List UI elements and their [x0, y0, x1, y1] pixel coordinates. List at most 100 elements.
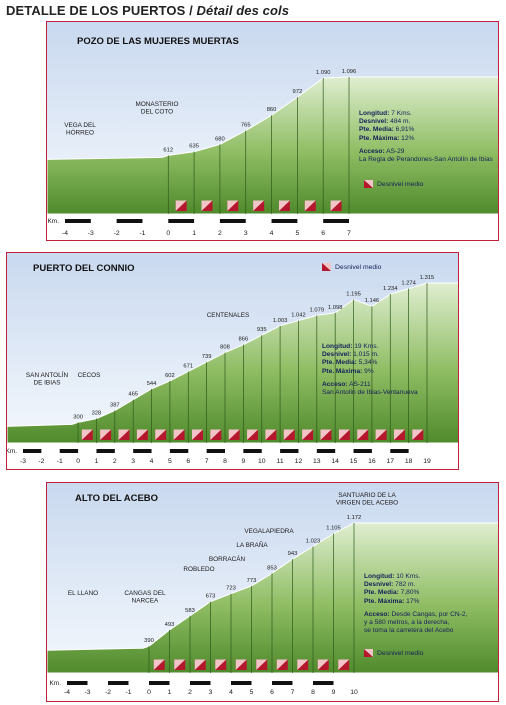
desnivel-marker-shade [227, 200, 239, 211]
info-maxima-label: Pte. Máxima: [359, 134, 400, 142]
elevation-label: 808 [220, 345, 230, 351]
info-longitud-value: 10 Kms. [396, 573, 421, 580]
page-subtitle: Détail des cols [196, 3, 290, 18]
desnivel-marker [297, 659, 309, 670]
km-tick-label: -3 [88, 230, 94, 237]
info-acceso-line2: y a 580 metros, a la derecha, [364, 619, 450, 627]
desnivel-marker [174, 659, 186, 670]
panel-title: PUERTO DEL CONNIO [33, 263, 135, 274]
info-maxima-value: 9% [364, 367, 374, 375]
elevation-label: 1.003 [273, 318, 288, 324]
km-tick-label: 10 [258, 458, 266, 465]
place-name: MONASTERIO [136, 101, 179, 108]
place-name: HÓRREO [66, 128, 94, 137]
km-tick-label: 4 [150, 458, 154, 465]
elevation-label: 1.234 [383, 286, 398, 292]
info-longitud-value: 7 Kms. [391, 110, 412, 117]
km-scale-segment [231, 681, 252, 685]
km-tick-label: 4 [270, 230, 274, 237]
info-longitud-label: Longitud: [359, 110, 390, 117]
km-axis-label: Km. [47, 218, 59, 225]
legend: Desnivel medio [322, 263, 381, 271]
info-acceso-value: AS-29 [386, 147, 405, 155]
km-scale-segment [313, 681, 334, 685]
info-maxima-value: 17% [406, 597, 420, 605]
km-tick-label: -3 [20, 458, 26, 465]
elevation-label: 1.315 [420, 275, 435, 281]
desnivel-triangle-icon [364, 180, 373, 188]
place-name: LA BRAÑA [236, 540, 268, 549]
elevation-label: 300 [73, 414, 83, 420]
km-tick-label: 2 [218, 230, 222, 237]
km-scale-segment [206, 449, 225, 453]
km-tick-label: 8 [223, 458, 227, 465]
info-desnivel-value: 782 m. [395, 581, 416, 589]
desnivel-marker-shade [175, 200, 187, 211]
info-longitud-label: Longitud: [322, 343, 353, 350]
desnivel-marker-shade [253, 200, 265, 211]
info-acceso-label: Acceso: [359, 147, 385, 155]
profile-panel-connio: 300 328 387 465 544 602 671 739 808 866 935 1.003 1.… [6, 252, 459, 470]
place-name: VEGA DEL [64, 122, 96, 129]
info-desnivel-value: 484 m. [390, 118, 411, 126]
place-name: BORRACÁN [209, 554, 246, 563]
info-media-label: Pte. Media: [322, 359, 357, 367]
km-scale-segment [169, 449, 189, 453]
km-tick-label: 0 [147, 689, 151, 696]
km-scale-segment [280, 449, 299, 453]
elevation-label: 1.105 [326, 526, 341, 532]
km-tick-label: 7 [347, 230, 351, 237]
terrain-profile [7, 282, 458, 444]
panel-title: ALTO DEL ACEBO [75, 493, 159, 504]
info-longitud-label: Longitud: [364, 573, 395, 580]
km-tick-label: 6 [321, 230, 325, 237]
km-tick-label: 8 [311, 689, 315, 696]
km-tick-label: 18 [405, 458, 413, 465]
info-media-value: 6,91% [395, 126, 415, 134]
km-tick-label: 5 [250, 689, 254, 696]
info-maxima-value: 12% [401, 134, 415, 142]
elevation-label: 1.195 [346, 291, 361, 297]
desnivel-marker [247, 429, 259, 440]
desnivel-triangle-icon [364, 649, 373, 657]
km-tick-label: 0 [166, 230, 170, 237]
place-name: NARCEA [132, 598, 159, 605]
elevation-label: 773 [247, 578, 257, 584]
elevation-label: 612 [163, 147, 173, 153]
km-tick-label: 6 [270, 689, 274, 696]
legend-label: Desnivel medio [377, 649, 424, 657]
info-desnivel-value: 1.015 m. [353, 351, 379, 359]
km-tick-label: 13 [313, 458, 321, 465]
info-desnivel-label: Desnivel: [364, 581, 394, 589]
km-tick-label: 14 [331, 458, 339, 465]
place-name: CANGAS DEL [124, 590, 166, 597]
terrain-profile [47, 76, 498, 215]
desnivel-marker [276, 659, 288, 670]
km-tick-label: 1 [192, 230, 196, 237]
place-name: DE IBIAS [34, 380, 61, 387]
km-scale-segment [219, 219, 246, 223]
elevation-label: 1.096 [342, 69, 357, 75]
elevation-label: 635 [189, 144, 199, 150]
desnivel-triangle-icon [322, 263, 331, 271]
elevation-label: 972 [293, 89, 303, 95]
desnivel-marker-shade [201, 200, 213, 211]
place-name: CECOS [78, 372, 101, 379]
elevation-label: 943 [288, 551, 298, 557]
desnivel-marker-shade [330, 200, 342, 211]
km-tick-label: -4 [64, 689, 70, 696]
km-scale-segment [323, 219, 349, 223]
legend: Desnivel medio [364, 180, 423, 188]
km-tick-label: 15 [350, 458, 358, 465]
elevation-label: 1.042 [291, 312, 306, 318]
elevation-label: 544 [147, 381, 157, 387]
desnivel-marker [194, 659, 206, 670]
elevation-label: 1.172 [347, 515, 362, 521]
km-scale-segment [390, 449, 409, 453]
elevation-label: 935 [257, 327, 267, 333]
info-media-label: Pte. Media: [364, 589, 399, 597]
km-tick-label: -3 [84, 689, 90, 696]
elevation-label: 602 [165, 373, 175, 379]
info-media-label: Pte. Media: [359, 126, 394, 134]
km-tick-label: 19 [423, 458, 431, 465]
